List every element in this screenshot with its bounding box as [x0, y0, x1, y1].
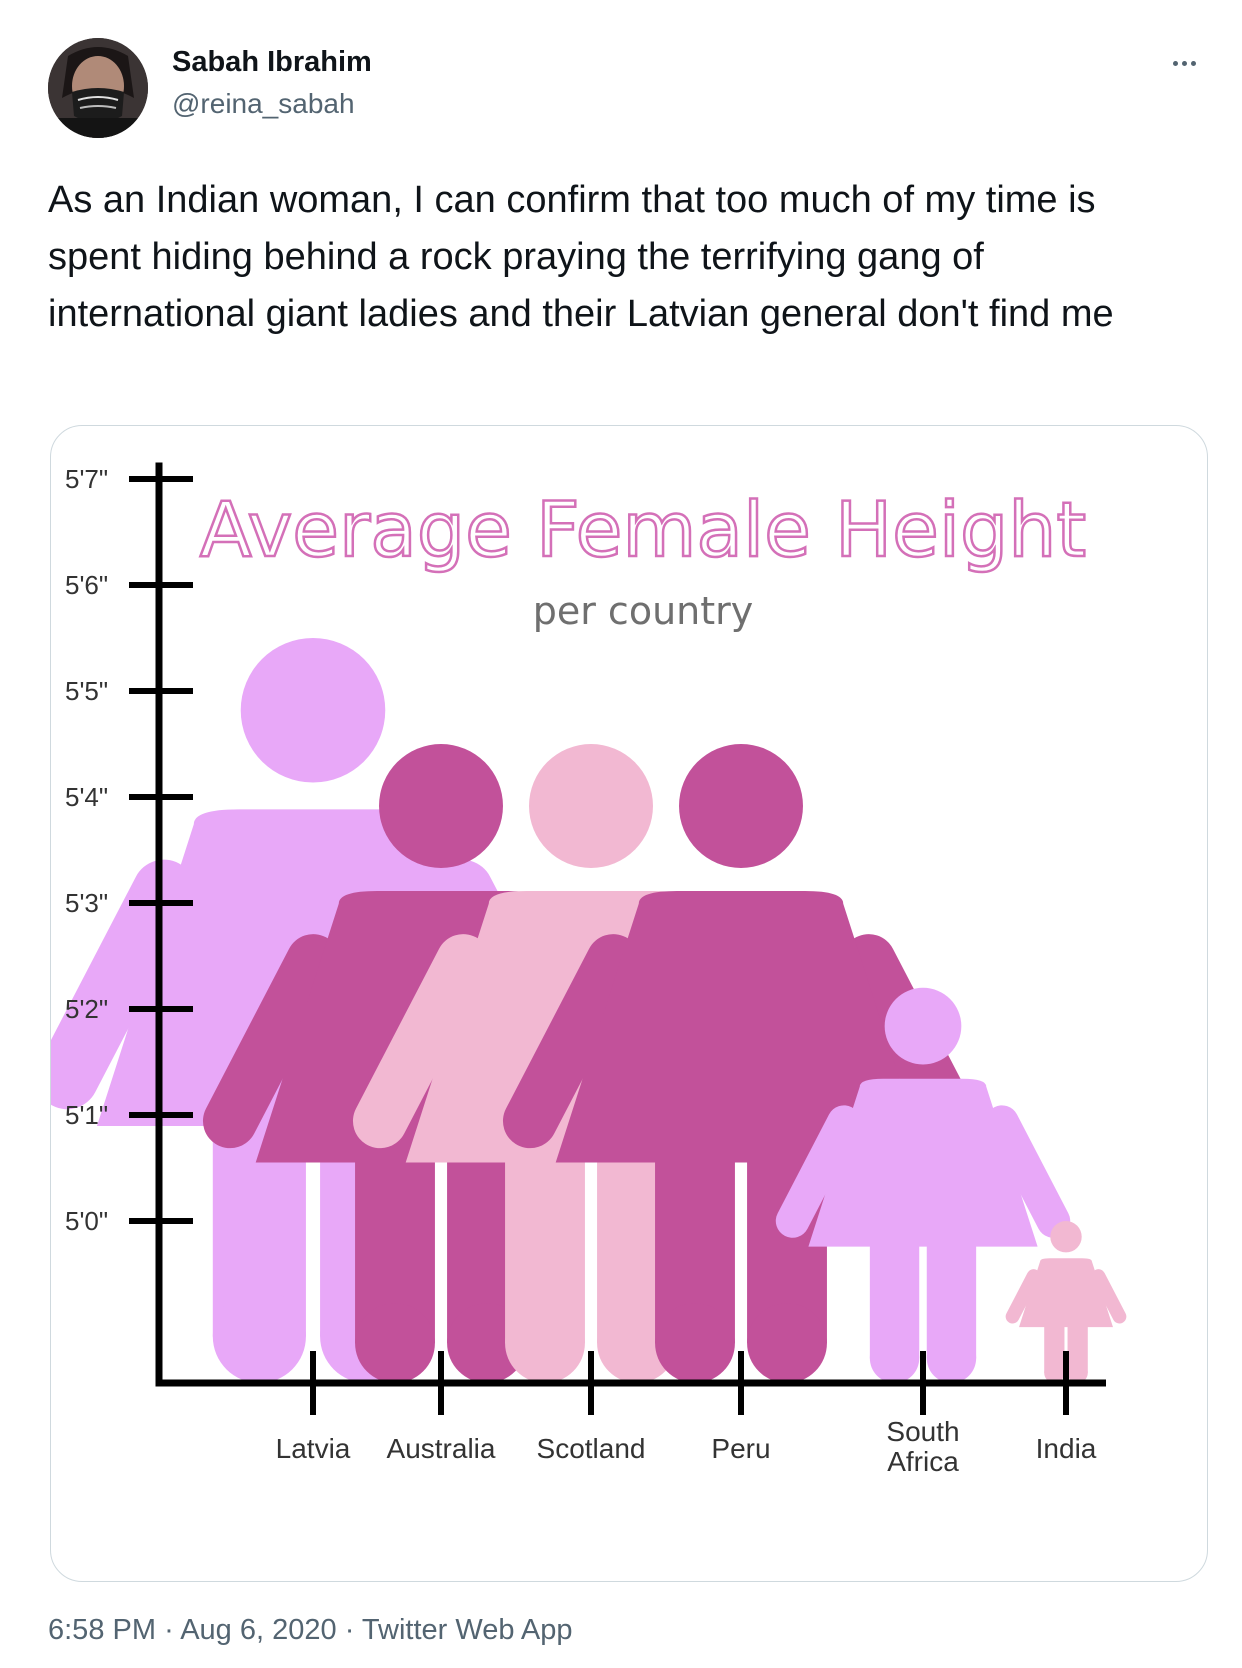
- figure-arm: [51, 859, 196, 1110]
- y-tick-label: 5'2": [65, 994, 108, 1024]
- height-chart: 5'7" 5'6" 5'5" 5'4" 5'3" 5'2" 5'1" 5'0" Latvia Au…: [51, 462, 1127, 1477]
- x-tick-label: India: [1036, 1433, 1097, 1464]
- figure-leg: [1067, 1325, 1088, 1373]
- figure-foot: [747, 1303, 827, 1383]
- more-options-icon[interactable]: [1164, 48, 1204, 78]
- tweet-media[interactable]: 5'7" 5'6" 5'5" 5'4" 5'3" 5'2" 5'1" 5'0" Latvia Au…: [50, 425, 1208, 1582]
- y-tick-label: 5'3": [65, 888, 108, 918]
- figure-dress: [555, 890, 927, 1163]
- dot: [1172, 60, 1178, 66]
- figure-arm: [775, 1105, 861, 1238]
- y-tick-label: 5'1": [65, 1100, 108, 1130]
- figure-foot: [505, 1303, 585, 1383]
- y-tick-label: 5'4": [65, 782, 108, 812]
- figure-arm: [1005, 1269, 1041, 1324]
- figure-dress: [1019, 1258, 1113, 1328]
- figure-head: [884, 987, 962, 1065]
- figure-south-africa: [775, 987, 1071, 1383]
- figure-head: [379, 744, 503, 868]
- chart-title: Average Female Height: [200, 485, 1086, 574]
- x-tick-label: Latvia: [276, 1433, 351, 1464]
- figure-foot: [869, 1333, 920, 1383]
- figure-head: [679, 744, 803, 868]
- x-tick-label: South: [886, 1416, 959, 1447]
- figure-foot: [355, 1303, 435, 1383]
- dot: [1190, 60, 1196, 66]
- figure-dress: [808, 1078, 1038, 1247]
- y-tick-label: 5'5": [65, 676, 108, 706]
- tweet-timestamp: 6:58 PM · Aug 6, 2020 · Twitter Web App: [48, 1614, 573, 1647]
- author-handle[interactable]: @reina_sabah: [172, 88, 355, 119]
- figure-arm: [1091, 1269, 1127, 1324]
- tweet-time[interactable]: 6:58 PM: [48, 1614, 156, 1646]
- x-tick-label: Peru: [711, 1433, 770, 1464]
- x-tick-label: Scotland: [537, 1433, 646, 1464]
- tweet-source[interactable]: Twitter Web App: [361, 1614, 573, 1646]
- figure-arm: [985, 1105, 1071, 1238]
- chart-subtitle: per country: [533, 589, 754, 633]
- author-name[interactable]: Sabah Ibrahim: [172, 46, 372, 78]
- y-tick-label: 5'7": [65, 464, 108, 494]
- figure-head: [240, 638, 386, 783]
- chart-figures: [51, 638, 1127, 1383]
- x-tick-label: Africa: [887, 1446, 959, 1477]
- figure-arm: [502, 934, 641, 1149]
- x-tick-label: Australia: [387, 1433, 496, 1464]
- y-tick-label: 5'0": [65, 1206, 108, 1236]
- figure-arm: [352, 934, 491, 1149]
- figure-india: [1005, 1221, 1127, 1383]
- figure-foot: [1044, 1362, 1065, 1383]
- tweet-date[interactable]: Aug 6, 2020: [180, 1614, 337, 1646]
- tweet-text: As an Indian woman, I can confirm that t…: [48, 179, 1114, 335]
- avatar-image: [48, 38, 148, 138]
- figure-foot: [926, 1333, 977, 1383]
- y-tick-label: 5'6": [65, 570, 108, 600]
- figure-foot: [1067, 1362, 1088, 1383]
- avatar[interactable]: [48, 38, 148, 138]
- timestamp-separator: ·: [344, 1614, 355, 1646]
- figure-foot: [655, 1303, 735, 1383]
- timestamp-separator: ·: [164, 1614, 174, 1646]
- figure-foot: [212, 1289, 306, 1383]
- chart-axes: 5'7" 5'6" 5'5" 5'4" 5'3" 5'2" 5'1" 5'0" Latvia Au…: [65, 462, 1106, 1477]
- figure-arm: [202, 934, 341, 1149]
- figure-head: [1050, 1221, 1082, 1253]
- dot: [1181, 60, 1187, 66]
- figure-leg: [1044, 1325, 1065, 1373]
- figure-head: [529, 744, 653, 868]
